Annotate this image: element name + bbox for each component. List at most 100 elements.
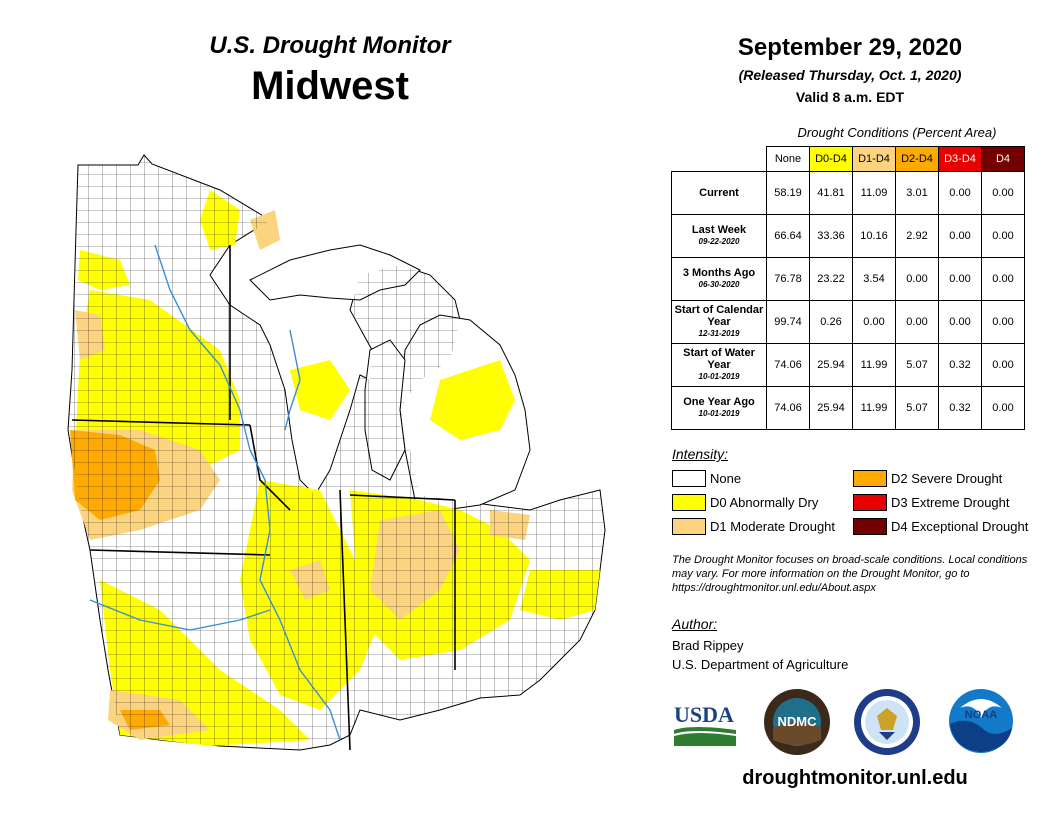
website-url[interactable]: droughtmonitor.unl.edu [742, 767, 968, 789]
table-row: Last Week 09-22-2020 66.64 33.36 10.16 2.92 0.… [671, 214, 1025, 258]
table-cell: 5.07 [895, 386, 939, 430]
table-cell: 5.07 [895, 343, 939, 387]
table-cell: 74.06 [766, 386, 810, 430]
table-cell: 3.01 [895, 171, 939, 215]
table-cell: 74.06 [766, 343, 810, 387]
table-cell: 0.00 [895, 257, 939, 301]
region-title: Midwest [251, 64, 409, 108]
row-label-text: Last Week [691, 224, 747, 236]
table-cell: 11.99 [852, 386, 896, 430]
table-cell: 0.00 [981, 386, 1025, 430]
table-cell: 0.00 [981, 171, 1025, 215]
table-row: Start of Water Year 10-01-2019 74.06 25.94 1… [671, 343, 1025, 387]
legend-label: D1 Moderate Drought [710, 519, 836, 534]
table-cell: 0.00 [938, 171, 982, 215]
release-date: (Released Thursday, Oct. 1, 2020) [738, 67, 962, 83]
state-borders [71, 245, 456, 751]
legend-swatch [672, 470, 706, 487]
table-cell: 0.00 [981, 300, 1025, 344]
table-cell: 0.00 [981, 343, 1025, 387]
column-header-d1-d4: D1-D4 [852, 146, 896, 172]
table-row: Start of Calendar Year 12-31-2019 99.74 0.2… [671, 300, 1025, 344]
row-label-date: 06-30-2020 [698, 280, 740, 289]
row-label: Start of Water Year 10-01-2019 [671, 343, 767, 387]
table-cell: 0.26 [809, 300, 853, 344]
usda-logo: USDA [672, 700, 738, 750]
row-label-date: 10-01-2019 [698, 409, 740, 418]
valid-time: Valid 8 a.m. EDT [795, 89, 905, 105]
row-label: One Year Ago 10-01-2019 [671, 386, 767, 430]
midwest-drought-map [60, 150, 620, 765]
conditions-caption: Drought Conditions (Percent Area) [797, 125, 997, 140]
legend-swatch [853, 518, 887, 535]
row-label-date: 12-31-2019 [698, 329, 740, 338]
table-cell: 11.09 [852, 171, 896, 215]
doc-seal-logo [853, 688, 921, 756]
table-cell: 33.36 [809, 214, 853, 258]
noaa-logo-text: NOAA [965, 709, 997, 721]
row-label-text: Start of Water Year [683, 347, 755, 371]
legend-label: D2 Severe Drought [891, 471, 1003, 486]
row-label-date: 09-22-2020 [698, 237, 740, 246]
table-cell: 2.92 [895, 214, 939, 258]
table-cell: 41.81 [809, 171, 853, 215]
ndmc-logo-text: NDMC [778, 714, 818, 729]
table-cell: 0.00 [981, 214, 1025, 258]
table-row: 3 Months Ago 06-30-2020 76.78 23.22 3.54 0.00… [671, 257, 1025, 301]
noaa-logo: NOAA [948, 688, 1014, 754]
table-cell: 25.94 [809, 343, 853, 387]
row-label: Current [671, 171, 767, 215]
legend-label: None [710, 471, 742, 486]
table-cell: 99.74 [766, 300, 810, 344]
legend-swatch [853, 470, 887, 487]
author-title: Author: [672, 616, 718, 632]
table-cell: 10.16 [852, 214, 896, 258]
ndmc-logo: NDMC [763, 688, 831, 756]
table-cell: 58.19 [766, 171, 810, 215]
legend-swatch [853, 494, 887, 511]
table-cell: 0.32 [938, 386, 982, 430]
column-header-d0-d4: D0-D4 [809, 146, 853, 172]
row-label-text: Current [699, 187, 739, 199]
table-cell: 11.99 [852, 343, 896, 387]
map-date: September 29, 2020 [737, 34, 963, 61]
table-cell: 0.00 [852, 300, 896, 344]
map-title: U.S. Drought Monitor [209, 32, 451, 59]
legend-label: D3 Extreme Drought [891, 495, 1010, 510]
table-row: One Year Ago 10-01-2019 74.06 25.94 11.99 5.0… [671, 386, 1025, 430]
column-header-d2-d4: D2-D4 [895, 146, 939, 172]
table-cell: 0.00 [938, 214, 982, 258]
table-cell: 0.32 [938, 343, 982, 387]
row-label-text: 3 Months Ago [682, 267, 756, 279]
table-cell: 0.00 [895, 300, 939, 344]
table-cell: 0.00 [938, 257, 982, 301]
row-label: 3 Months Ago 06-30-2020 [671, 257, 767, 301]
author-organization: U.S. Department of Agriculture [672, 657, 849, 672]
legend-swatch [672, 494, 706, 511]
table-cell: 0.00 [938, 300, 982, 344]
table-corner [672, 147, 767, 172]
rivers [89, 244, 341, 741]
table-cell: 3.54 [852, 257, 896, 301]
county-grid [68, 155, 605, 750]
drought-conditions-table: None D0-D4 D1-D4 D2-D4 D3-D4 D4 Current 5… [671, 146, 1025, 430]
drought-monitor-note: The Drought Monitor focuses on broad-sca… [672, 554, 1028, 594]
row-label: Start of Calendar Year 12-31-2019 [671, 300, 767, 344]
row-label-date: 10-01-2019 [698, 372, 740, 381]
row-label: Last Week 09-22-2020 [671, 214, 767, 258]
legend-label: D4 Exceptional Drought [891, 519, 1029, 534]
row-label-text: One Year Ago [683, 396, 755, 408]
table-row: Current 58.19 41.81 11.09 3.01 0.00 0.00 [671, 171, 1025, 215]
row-label-text: Start of Calendar Year [674, 304, 764, 328]
table-cell: 66.64 [766, 214, 810, 258]
table-cell: 23.22 [809, 257, 853, 301]
author-name: Brad Rippey [672, 638, 744, 653]
column-header-d4: D4 [981, 146, 1025, 172]
table-cell: 0.00 [981, 257, 1025, 301]
table-cell: 25.94 [809, 386, 853, 430]
usda-logo-text: USDA [674, 702, 734, 727]
legend-swatch [672, 518, 706, 535]
legend-label: D0 Abnormally Dry [710, 495, 819, 510]
intensity-title: Intensity: [672, 446, 729, 462]
table-cell: 76.78 [766, 257, 810, 301]
